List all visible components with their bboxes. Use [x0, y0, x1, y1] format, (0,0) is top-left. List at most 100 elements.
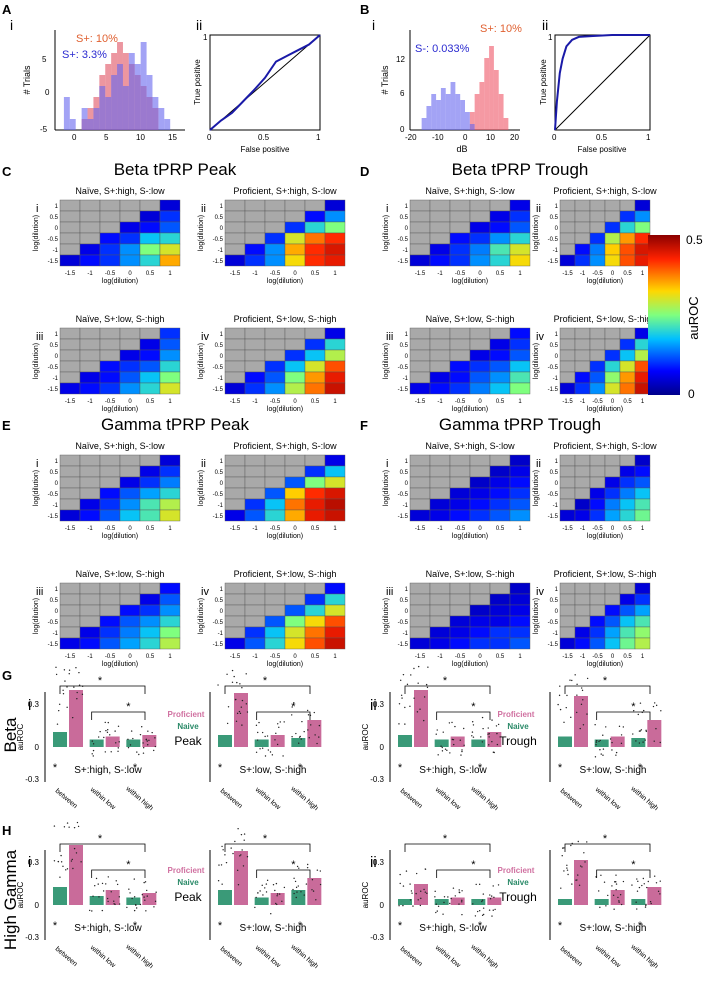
heatmap-sub-label: iii: [386, 331, 393, 343]
heatmap-cell: [430, 466, 450, 477]
heatmap-ylabel: log(dilution): [383, 470, 390, 506]
heatmap-cell: [430, 233, 450, 244]
heatmap-cell: [470, 583, 490, 594]
data-point: [300, 891, 301, 892]
data-point: [582, 699, 583, 700]
data-point: [602, 755, 603, 756]
heatmap-ytick: -1.5: [548, 387, 559, 393]
heatmap-cell: [410, 200, 430, 211]
heatmap-cell: [265, 233, 285, 244]
heatmap-cell: [245, 244, 265, 255]
data-point: [617, 897, 618, 898]
barplot-xtick: within low: [88, 786, 117, 812]
heatmap-cell: [160, 361, 180, 372]
heatmap-xlabel: log(dilution): [102, 533, 138, 540]
data-point: [71, 860, 72, 861]
data-point: [114, 904, 115, 905]
heatmap-xtick: 1: [518, 526, 522, 532]
data-point: [458, 903, 459, 904]
heatmap-cell: [430, 339, 450, 350]
heatmap-cell: [225, 244, 245, 255]
heatmap-cell: [605, 328, 620, 339]
data-point: [442, 914, 443, 915]
heatmap-cell: [510, 350, 530, 361]
data-point: [111, 891, 112, 892]
heatmap-cell: [285, 488, 305, 499]
data-point: [654, 875, 655, 876]
heatmap-cell: [635, 211, 650, 222]
hist-bar: [504, 118, 509, 130]
heatmap-xtick: 0.5: [623, 526, 632, 532]
data-point: [645, 739, 646, 740]
heatmap-cell: [120, 510, 140, 521]
heatmap-cell: [620, 477, 635, 488]
heatmap-cell: [140, 466, 160, 477]
sig-star: *: [126, 701, 131, 713]
heatmap-xtick: -0.5: [270, 654, 281, 660]
heatmap-cell: [560, 455, 575, 466]
heatmap-cell: [285, 255, 305, 266]
heatmap-cell: [60, 255, 80, 266]
data-point: [270, 913, 271, 914]
heatmap-cell: [430, 583, 450, 594]
heatmap-cell: [510, 616, 530, 627]
heatmap-cell: [140, 455, 160, 466]
data-point: [232, 853, 233, 854]
heatmap-cell: [140, 627, 160, 638]
data-point: [76, 692, 77, 693]
heatmap-cell: [575, 627, 590, 638]
heatmap-cell: [245, 455, 265, 466]
heatmap-cell: [305, 616, 325, 627]
heatmap-cell: [305, 627, 325, 638]
data-point: [463, 728, 464, 729]
heatmap-cell: [410, 233, 430, 244]
heatmap-title: Proficient, S+:low, S-:high: [554, 314, 657, 324]
heatmap-cell: [490, 328, 510, 339]
data-point: [140, 734, 141, 735]
heatmap-cell: [635, 499, 650, 510]
data-point: [317, 869, 318, 870]
heatmap-xtick: 1: [518, 399, 522, 405]
heatmap-cell: [470, 328, 490, 339]
data-point: [496, 733, 497, 734]
sub-label-a-i: i: [10, 17, 13, 33]
data-point: [623, 881, 624, 882]
heatmap-cell: [305, 244, 325, 255]
bar-proficient: [451, 898, 465, 906]
sig-star: *: [603, 833, 608, 845]
heatmap-cell: [430, 510, 450, 521]
heatmap-cell: [490, 477, 510, 488]
heatmap-cell: [620, 616, 635, 627]
hist-b-xlabel: dB: [456, 144, 467, 154]
heatmap-cell: [80, 350, 100, 361]
hist-bar: [484, 58, 489, 130]
data-point: [631, 884, 632, 885]
heatmap-cell: [620, 638, 635, 649]
data-point: [599, 907, 600, 908]
hist-bar: [489, 46, 494, 130]
heatmap-ytick: 1: [220, 459, 224, 465]
data-point: [314, 734, 315, 735]
heatmap-cell: [620, 583, 635, 594]
heatmap-cell: [510, 605, 530, 616]
heatmap-d-iii: Naïve, S+:low, S-:highiii-1.5-1.5-1-1-0.…: [383, 314, 530, 413]
heatmap-cell: [635, 510, 650, 521]
data-point: [642, 741, 643, 742]
data-point: [402, 905, 403, 906]
data-point: [151, 732, 152, 733]
heatmap-cell: [490, 372, 510, 383]
heatmap-ytick: -1.5: [548, 642, 559, 648]
heatmap-ytick: 1: [555, 459, 559, 465]
heatmap-cell: [590, 638, 605, 649]
heatmap-ytick: -0.5: [548, 620, 559, 626]
heatmap-sub-label: ii: [536, 203, 541, 215]
hist-bar: [147, 75, 153, 130]
data-point: [461, 890, 462, 891]
data-point: [298, 742, 299, 743]
barplot-G_ii_b: between within low within high*** *S+:low, …: [550, 674, 662, 812]
data-point: [241, 724, 242, 725]
hist-bar: [158, 108, 164, 130]
heatmap-cell: [560, 244, 575, 255]
data-point: [559, 695, 560, 696]
data-point: [641, 729, 642, 730]
